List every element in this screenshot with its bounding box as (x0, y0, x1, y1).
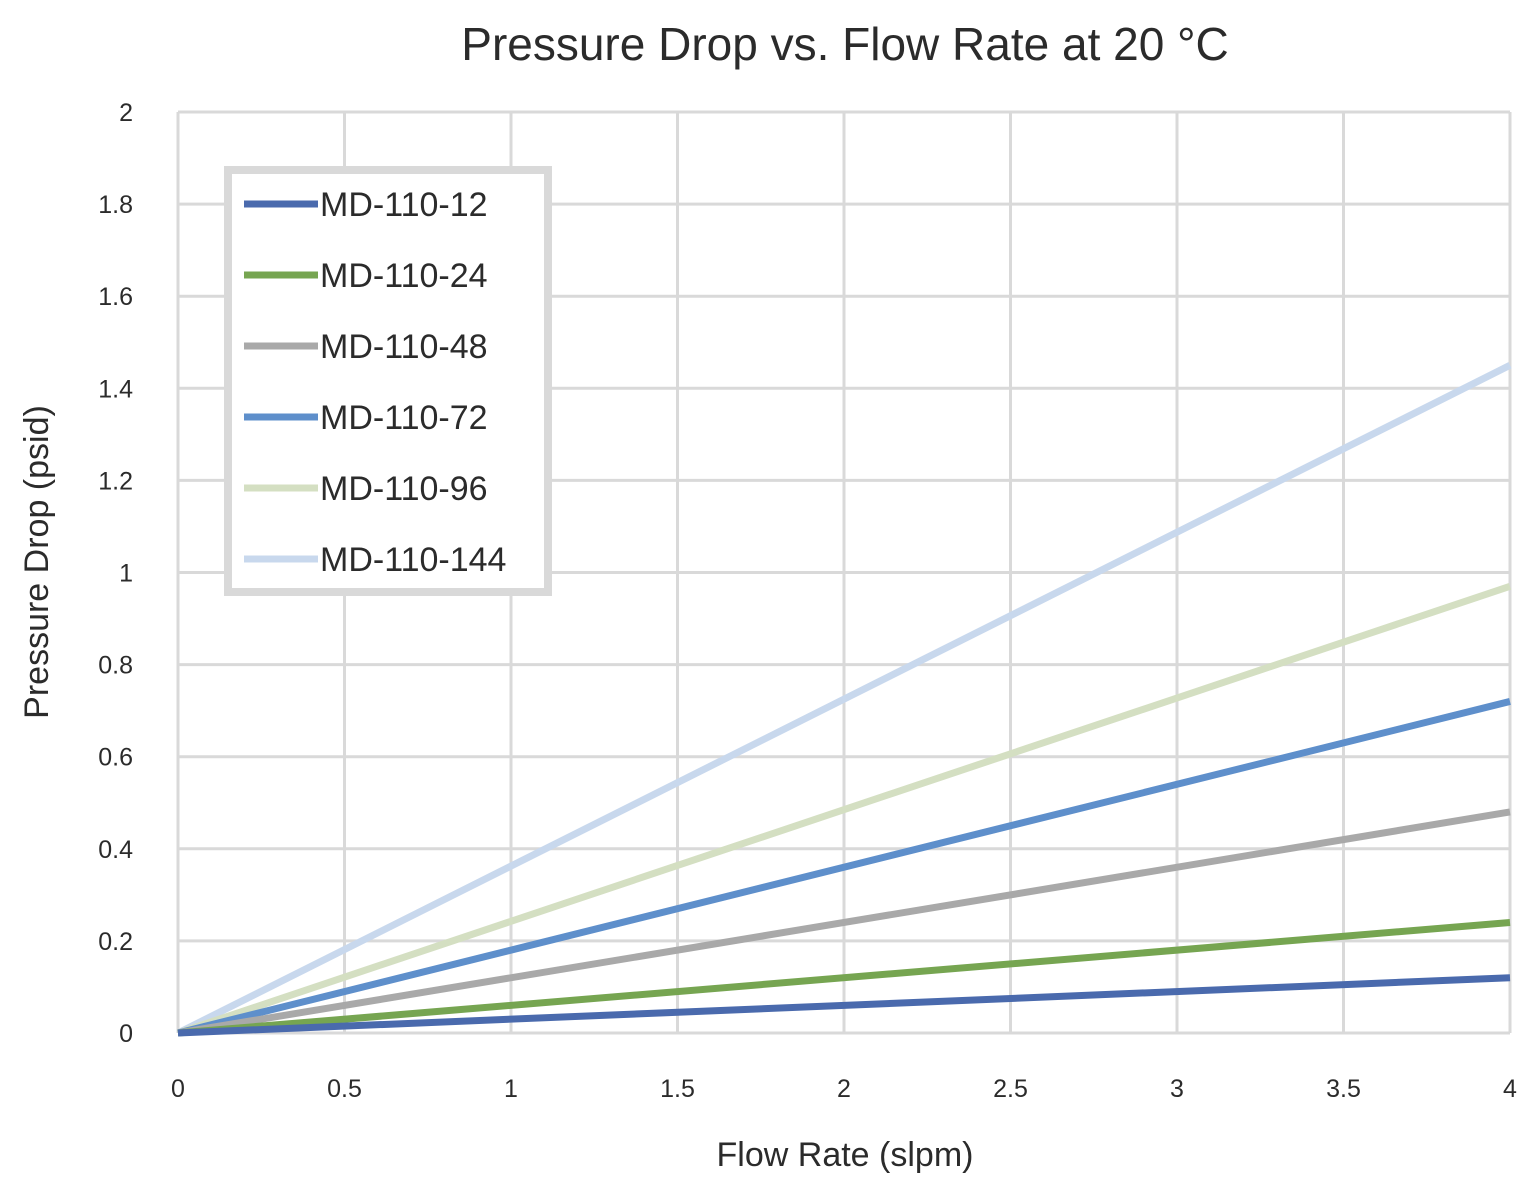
legend-label: MD-110-144 (320, 541, 506, 579)
x-tick-label: 0.5 (327, 1075, 362, 1103)
y-tick-label: 0 (119, 1020, 133, 1048)
x-tick-label: 2 (837, 1075, 851, 1103)
series-line-md-110-72 (177, 698, 1511, 1037)
y-tick-label: 0.4 (98, 836, 133, 864)
series-line-md-110-96 (176, 582, 1512, 1037)
legend-item: MD-110-48 (244, 328, 488, 366)
x-tick-label: 3.5 (1326, 1075, 1361, 1103)
legend-item: MD-110-12 (244, 186, 488, 224)
series-lines (176, 362, 1512, 1037)
series-line-md-110-12 (177, 974, 1511, 1037)
y-tick-label: 1.8 (98, 191, 133, 219)
legend-item: MD-110-72 (244, 399, 488, 437)
legend-label: MD-110-72 (320, 399, 488, 437)
legend-item: MD-110-24 (244, 257, 488, 295)
legend: MD-110-12 MD-110-24 MD-110-48 MD-110-72 MD-1… (224, 166, 552, 596)
x-axis-title: Flow Rate (slpm) (717, 1136, 974, 1174)
x-tick-label: 0 (171, 1075, 185, 1103)
legend-label: MD-110-48 (320, 328, 488, 366)
legend-box (224, 166, 552, 596)
y-tick-label: 0.8 (98, 652, 133, 680)
y-tick-label: 1 (119, 560, 133, 588)
y-tick-label: 2 (119, 99, 133, 127)
chart-title: Pressure Drop vs. Flow Rate at 20 °C (461, 18, 1228, 70)
x-axis-ticks: 0 0.5 1 1.5 2 2.5 3 3.5 4 (171, 1075, 1517, 1103)
y-axis-ticks: 0 0.2 0.4 0.6 0.8 1 1.2 1.4 1.6 1.8 2 (98, 99, 133, 1048)
y-tick-label: 1.2 (98, 467, 133, 495)
legend-item: MD-110-144 (244, 541, 506, 579)
legend-label: MD-110-24 (320, 257, 488, 295)
series-line-md-110-48 (177, 808, 1511, 1037)
x-tick-label: 1 (504, 1075, 518, 1103)
y-axis-title: Pressure Drop (psid) (18, 405, 56, 719)
series-line-md-110-144 (176, 362, 1512, 1037)
y-tick-label: 0.6 (98, 744, 133, 772)
series-line-md-110-24 (177, 918, 1511, 1037)
x-tick-label: 2.5 (993, 1075, 1028, 1103)
y-tick-label: 0.2 (98, 928, 133, 956)
x-tick-label: 3 (1170, 1075, 1184, 1103)
legend-label: MD-110-96 (320, 470, 488, 508)
x-tick-label: 1.5 (660, 1075, 695, 1103)
y-tick-label: 1.6 (98, 283, 133, 311)
legend-label: MD-110-12 (320, 186, 488, 224)
legend-item: MD-110-96 (244, 470, 488, 508)
x-tick-label: 4 (1503, 1075, 1517, 1103)
y-tick-label: 1.4 (98, 375, 133, 403)
